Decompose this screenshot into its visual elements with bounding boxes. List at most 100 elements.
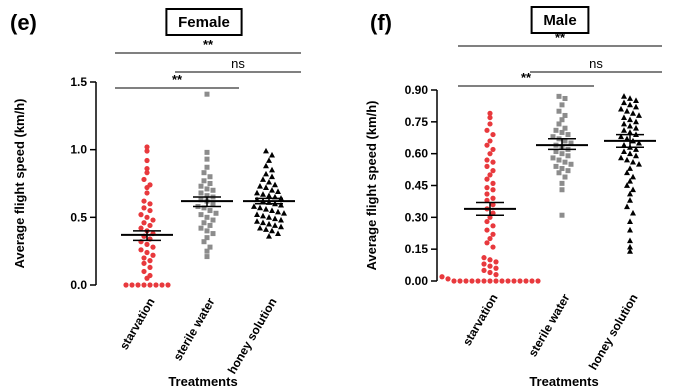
data-point-starvation bbox=[141, 282, 147, 288]
data-point-starvation bbox=[487, 110, 493, 116]
data-point-starvation bbox=[493, 272, 499, 278]
data-point-honey-solution bbox=[254, 218, 260, 224]
data-point-honey-solution bbox=[636, 161, 642, 167]
y-tick-label: 0.75 bbox=[405, 115, 429, 129]
data-point-honey-solution bbox=[272, 222, 278, 228]
y-axis-label: Average flight speed (km/h) bbox=[12, 99, 27, 269]
data-point-starvation bbox=[523, 278, 529, 284]
panel-letter: (f) bbox=[370, 10, 392, 35]
data-point-starvation bbox=[490, 223, 496, 229]
data-point-starvation bbox=[487, 172, 493, 178]
y-tick-label: 1.5 bbox=[70, 75, 87, 89]
data-point-starvation bbox=[150, 252, 156, 258]
data-point-sterile-water bbox=[559, 187, 565, 193]
data-point-honey-solution bbox=[633, 118, 639, 125]
data-point-starvation bbox=[153, 282, 159, 288]
data-point-starvation bbox=[490, 131, 496, 138]
data-point-starvation bbox=[138, 247, 144, 253]
y-tick-label: 1.0 bbox=[70, 143, 87, 157]
data-point-starvation bbox=[484, 176, 490, 182]
data-point-starvation bbox=[484, 240, 490, 246]
data-point-honey-solution bbox=[269, 187, 275, 193]
data-point-honey-solution bbox=[618, 133, 624, 140]
data-point-honey-solution bbox=[621, 148, 627, 154]
chart-title: Male bbox=[543, 12, 576, 29]
title-box bbox=[530, 6, 590, 34]
data-point-starvation bbox=[159, 282, 165, 288]
data-point-sterile-water bbox=[210, 217, 216, 223]
y-tick-label: 0.90 bbox=[405, 83, 429, 97]
data-point-sterile-water bbox=[565, 168, 571, 174]
data-point-honey-solution bbox=[275, 188, 281, 195]
data-point-starvation bbox=[150, 217, 156, 223]
data-point-starvation bbox=[439, 274, 445, 280]
data-point-honey-solution bbox=[630, 173, 636, 180]
significance-label: ** bbox=[555, 30, 566, 45]
data-point-honey-solution bbox=[627, 178, 633, 184]
data-point-starvation bbox=[123, 282, 129, 288]
data-point-honey-solution bbox=[263, 206, 269, 212]
data-point-sterile-water bbox=[210, 187, 216, 193]
significance-label: ** bbox=[521, 70, 532, 85]
data-point-starvation bbox=[135, 282, 141, 288]
data-point-starvation bbox=[487, 214, 493, 220]
data-point-honey-solution bbox=[260, 219, 266, 226]
data-point-honey-solution bbox=[630, 110, 636, 116]
data-point-starvation bbox=[144, 214, 150, 220]
data-point-sterile-water bbox=[198, 225, 204, 231]
data-point-starvation bbox=[141, 260, 147, 266]
data-point-honey-solution bbox=[627, 190, 633, 197]
y-tick-label: 0.00 bbox=[405, 274, 429, 288]
x-axis-label: Treatments bbox=[529, 374, 598, 389]
data-point-honey-solution bbox=[275, 208, 281, 215]
data-point-starvation bbox=[463, 278, 469, 284]
y-tick-label: 0.60 bbox=[405, 147, 429, 161]
data-point-honey-solution bbox=[630, 209, 636, 216]
data-point-sterile-water bbox=[559, 212, 565, 218]
data-point-honey-solution bbox=[266, 214, 272, 220]
data-point-honey-solution bbox=[278, 201, 284, 208]
data-point-honey-solution bbox=[621, 99, 627, 106]
data-point-starvation bbox=[141, 176, 147, 183]
category-label: sterile water bbox=[525, 291, 572, 359]
data-point-honey-solution bbox=[621, 114, 627, 120]
data-point-starvation bbox=[144, 241, 150, 247]
data-point-starvation bbox=[484, 142, 490, 148]
data-point-starvation bbox=[147, 222, 153, 229]
data-point-starvation bbox=[481, 267, 487, 273]
data-point-starvation bbox=[511, 278, 517, 284]
data-point-sterile-water bbox=[204, 228, 210, 234]
data-point-starvation bbox=[487, 151, 493, 157]
data-point-honey-solution bbox=[266, 220, 272, 227]
category-label: sterile water bbox=[170, 295, 217, 363]
data-point-starvation bbox=[484, 197, 490, 203]
data-point-sterile-water bbox=[204, 248, 210, 254]
y-tick-label: 0.0 bbox=[70, 278, 87, 292]
data-point-starvation bbox=[487, 257, 493, 263]
data-point-starvation bbox=[493, 278, 499, 284]
data-point-starvation bbox=[445, 276, 451, 282]
data-point-sterile-water bbox=[556, 108, 562, 114]
category-label: honey solution bbox=[225, 296, 280, 377]
significance-label: ** bbox=[172, 72, 183, 87]
data-point-sterile-water bbox=[562, 138, 568, 144]
chart-title: Female bbox=[178, 14, 230, 31]
data-point-honey-solution bbox=[272, 215, 278, 222]
data-point-honey-solution bbox=[269, 151, 275, 158]
data-point-honey-solution bbox=[627, 116, 633, 123]
data-point-starvation bbox=[490, 146, 496, 153]
data-point-starvation bbox=[484, 218, 490, 225]
data-point-honey-solution bbox=[621, 127, 627, 133]
data-point-honey-solution bbox=[636, 139, 642, 146]
data-point-starvation bbox=[484, 191, 490, 197]
data-point-sterile-water bbox=[204, 91, 210, 97]
data-point-starvation bbox=[487, 114, 493, 121]
data-point-honey-solution bbox=[275, 230, 281, 236]
data-point-honey-solution bbox=[278, 223, 284, 230]
data-point-sterile-water bbox=[559, 117, 565, 123]
data-point-honey-solution bbox=[627, 101, 633, 108]
data-point-starvation bbox=[499, 278, 505, 284]
data-point-sterile-water bbox=[559, 102, 565, 108]
data-point-honey-solution bbox=[260, 176, 266, 182]
